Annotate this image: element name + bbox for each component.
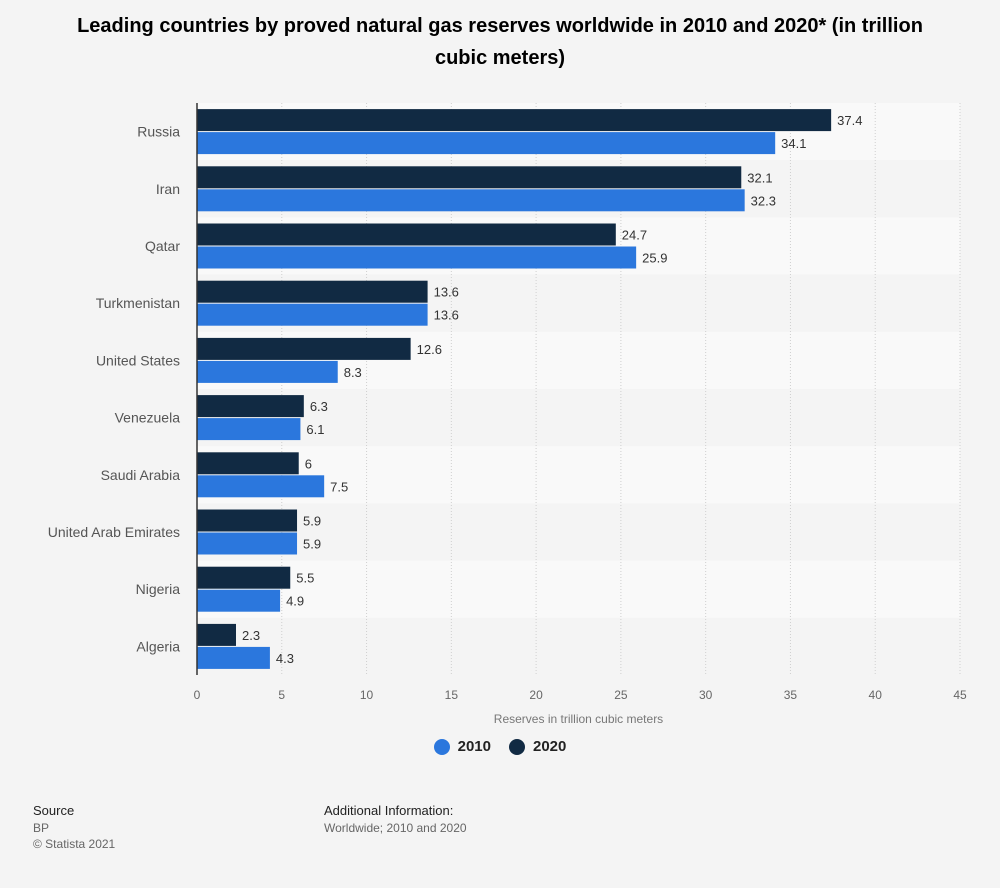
category-label-united-arab-emirates: United Arab Emirates <box>48 524 180 540</box>
source-block: Source BP © Statista 2021 <box>33 803 115 852</box>
bar-2020-saudi-arabia <box>197 452 299 475</box>
bar-2020-algeria <box>197 623 236 646</box>
data-label-2010-saudi-arabia: 7.5 <box>330 479 348 494</box>
bar-2010-united-arab-emirates <box>197 532 298 555</box>
x-tick-label: 35 <box>784 688 798 702</box>
data-label-2020-algeria: 2.3 <box>242 628 260 643</box>
x-tick-label: 25 <box>614 688 628 702</box>
bar-2020-united-arab-emirates <box>197 509 298 532</box>
data-label-2010-russia: 34.1 <box>781 136 806 151</box>
data-label-2010-turkmenistan: 13.6 <box>434 308 459 323</box>
data-label-2020-turkmenistan: 13.6 <box>434 285 459 300</box>
bar-chart: 37.4 34.1 Russia 32.1 32.3 Iran 24.7 25.9 Qatar 1… <box>48 103 967 726</box>
x-tick-label: 15 <box>445 688 459 702</box>
data-label-2020-iran: 32.1 <box>747 170 772 185</box>
data-label-2020-qatar: 24.7 <box>622 228 647 243</box>
row-band <box>197 389 960 447</box>
bar-2010-iran <box>197 189 745 212</box>
category-label-russia: Russia <box>137 124 180 140</box>
x-axis-title: Reserves in trillion cubic meters <box>494 712 663 726</box>
row-band <box>197 503 960 561</box>
bar-2010-united-states <box>197 360 338 383</box>
legend-label-2010: 2010 <box>457 738 491 755</box>
legend-item-2020[interactable]: 2020 <box>509 738 566 755</box>
bar-2010-qatar <box>197 246 637 269</box>
x-tick-label: 0 <box>194 688 201 702</box>
copyright[interactable]: © Statista 2021 <box>33 837 116 851</box>
category-label-algeria: Algeria <box>136 638 180 654</box>
bar-2010-saudi-arabia <box>197 475 325 498</box>
additional-info-block: Additional Information: Worldwide; 2010 … <box>324 803 467 836</box>
category-label-united-states: United States <box>96 352 180 368</box>
bar-2010-russia <box>197 132 776 155</box>
data-label-2020-venezuela: 6.3 <box>310 399 328 414</box>
bar-2020-turkmenistan <box>197 280 428 303</box>
row-band <box>197 617 960 675</box>
x-tick-label: 45 <box>953 688 967 702</box>
bar-2010-algeria <box>197 646 270 669</box>
source-name[interactable]: BP <box>33 821 50 835</box>
additional-info-heading: Additional Information: <box>324 803 454 818</box>
bar-2020-iran <box>197 166 742 189</box>
x-tick-label: 40 <box>869 688 883 702</box>
data-label-2010-iran: 32.3 <box>751 193 776 208</box>
legend-dot-2020-icon <box>509 738 525 755</box>
data-label-2010-qatar: 25.9 <box>642 251 667 266</box>
category-label-turkmenistan: Turkmenistan <box>96 295 180 311</box>
category-label-qatar: Qatar <box>145 238 180 254</box>
row-band <box>197 560 960 618</box>
x-tick-label: 30 <box>699 688 713 702</box>
data-label-2020-russia: 37.4 <box>837 113 862 128</box>
data-label-2020-united-states: 12.6 <box>417 342 442 357</box>
data-label-2010-venezuela: 6.1 <box>306 422 324 437</box>
data-label-2020-nigeria: 5.5 <box>296 571 314 586</box>
data-label-2010-algeria: 4.3 <box>276 651 294 666</box>
bar-2020-qatar <box>197 223 616 246</box>
additional-info-text: Worldwide; 2010 and 2020 <box>324 821 467 835</box>
bar-2010-nigeria <box>197 589 281 612</box>
legend-item-2010[interactable]: 2010 <box>433 738 491 755</box>
bar-2010-turkmenistan <box>197 303 428 326</box>
bar-2020-united-states <box>197 337 411 360</box>
x-tick-label: 20 <box>529 688 543 702</box>
data-label-2010-united-states: 8.3 <box>344 365 362 380</box>
legend-dot-2010-icon <box>433 738 450 755</box>
category-label-saudi-arabia: Saudi Arabia <box>101 467 181 483</box>
legend-label-2020: 2020 <box>533 738 567 755</box>
bar-2020-nigeria <box>197 566 291 589</box>
bar-2020-russia <box>197 109 832 132</box>
legend: 2010 2020 <box>0 738 1000 755</box>
category-label-iran: Iran <box>156 181 180 197</box>
data-label-2010-nigeria: 4.9 <box>286 594 304 609</box>
x-tick-label: 10 <box>360 688 374 702</box>
source-heading: Source <box>33 803 75 818</box>
category-label-venezuela: Venezuela <box>115 410 181 426</box>
data-label-2020-united-arab-emirates: 5.9 <box>303 514 321 529</box>
data-label-2010-united-arab-emirates: 5.9 <box>303 537 321 552</box>
data-label-2020-saudi-arabia: 6 <box>305 456 312 471</box>
bar-2010-venezuela <box>197 418 301 441</box>
bar-2020-venezuela <box>197 395 304 418</box>
x-tick-label: 5 <box>278 688 285 702</box>
chart-title: Leading countries by proved natural gas … <box>77 15 923 69</box>
category-label-nigeria: Nigeria <box>136 581 181 597</box>
